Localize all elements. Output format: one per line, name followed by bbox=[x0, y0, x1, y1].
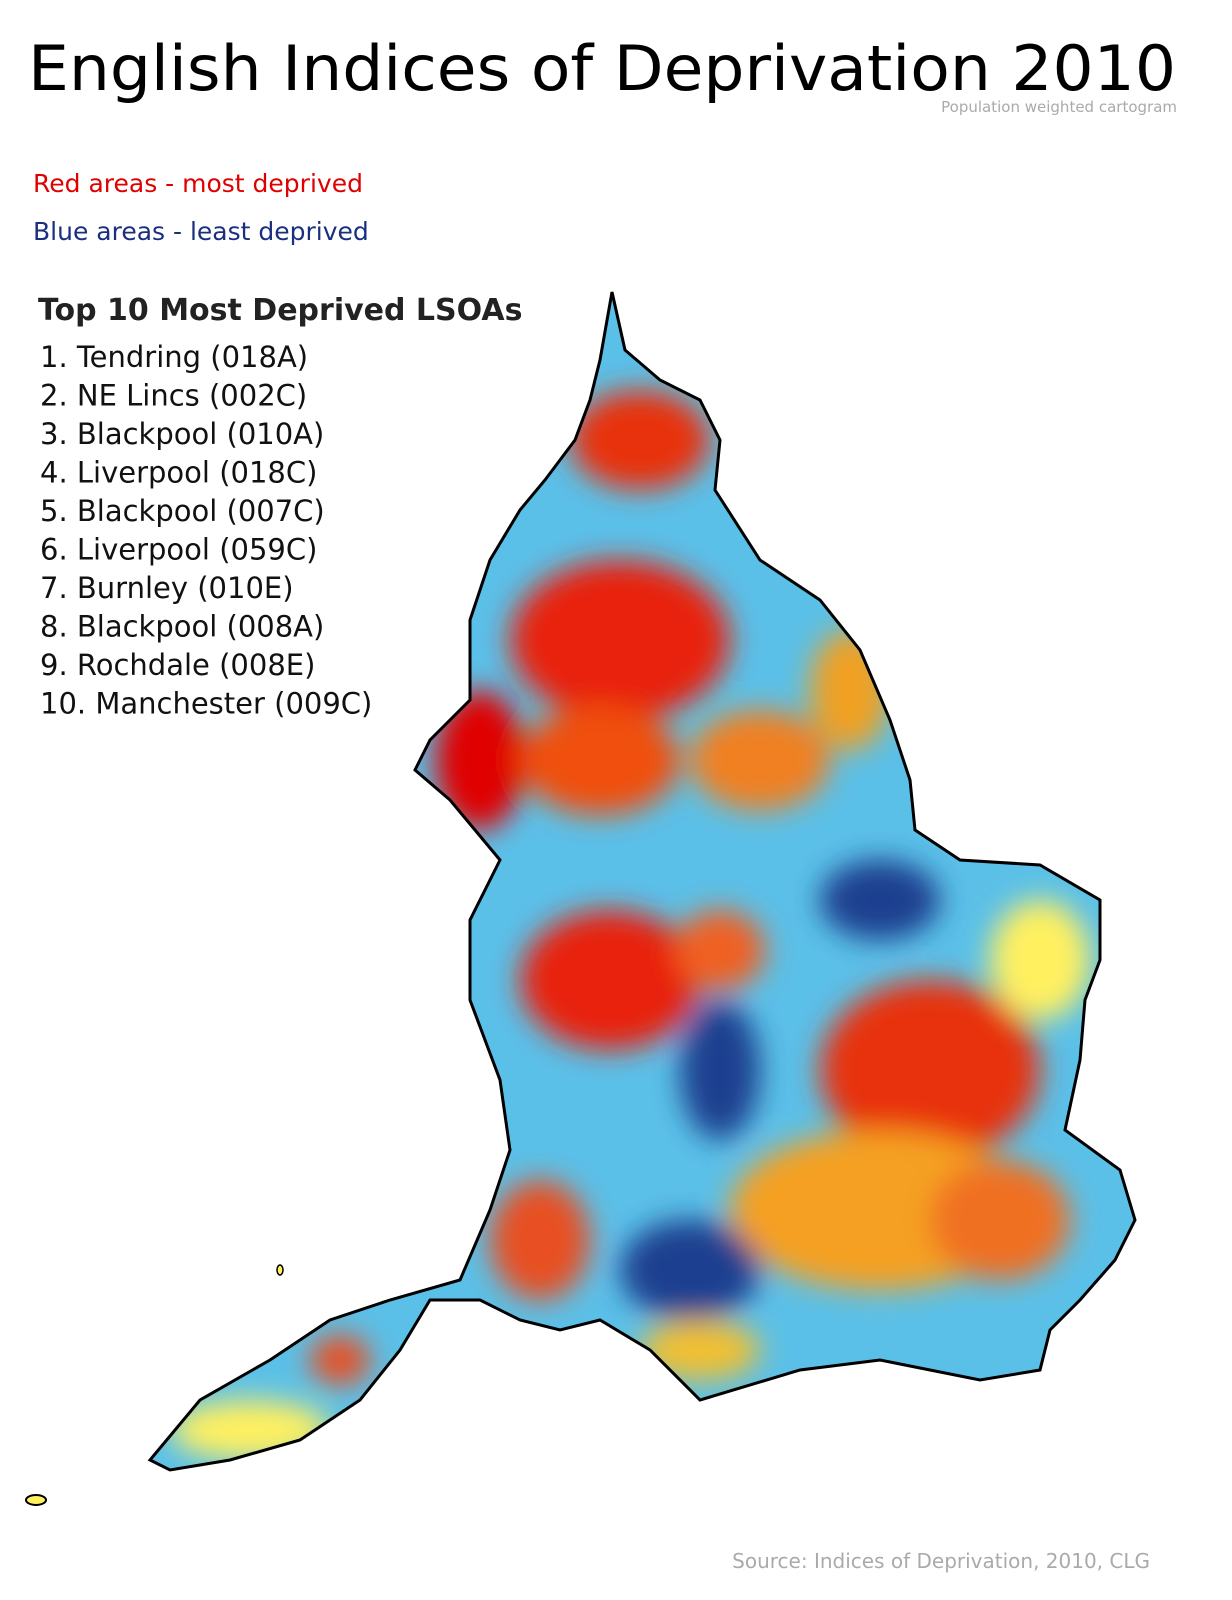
title: English Indices of Deprivation 2010 bbox=[28, 32, 1176, 105]
list-item: 2. NE Lincs (002C) bbox=[40, 379, 307, 413]
list-item: 9. Rochdale (008E) bbox=[40, 648, 315, 682]
list-item: 8. Blackpool (008A) bbox=[40, 610, 324, 644]
list-item: 1. Tendring (018A) bbox=[40, 340, 308, 374]
island bbox=[276, 1264, 284, 1276]
legend-red: Red areas - most deprived bbox=[33, 169, 363, 198]
island bbox=[25, 1494, 47, 1506]
top-list: 1. Tendring (018A) 2. NE Lincs (002C) 3. B… bbox=[40, 340, 372, 721]
list-item: 6. Liverpool (059C) bbox=[40, 533, 317, 567]
list-title: Top 10 Most Deprived LSOAs bbox=[38, 293, 522, 328]
list-item: 5. Blackpool (007C) bbox=[40, 494, 325, 528]
legend-blue: Blue areas - least deprived bbox=[33, 217, 369, 246]
source: Source: Indices of Deprivation, 2010, CL… bbox=[732, 1549, 1150, 1573]
subtitle: Population weighted cartogram bbox=[941, 98, 1177, 116]
list-item: 3. Blackpool (010A) bbox=[40, 417, 324, 451]
list-item: 7. Burnley (010E) bbox=[40, 571, 294, 605]
list-item: 10. Manchester (009C) bbox=[40, 687, 372, 721]
list-item: 4. Liverpool (018C) bbox=[40, 456, 317, 490]
